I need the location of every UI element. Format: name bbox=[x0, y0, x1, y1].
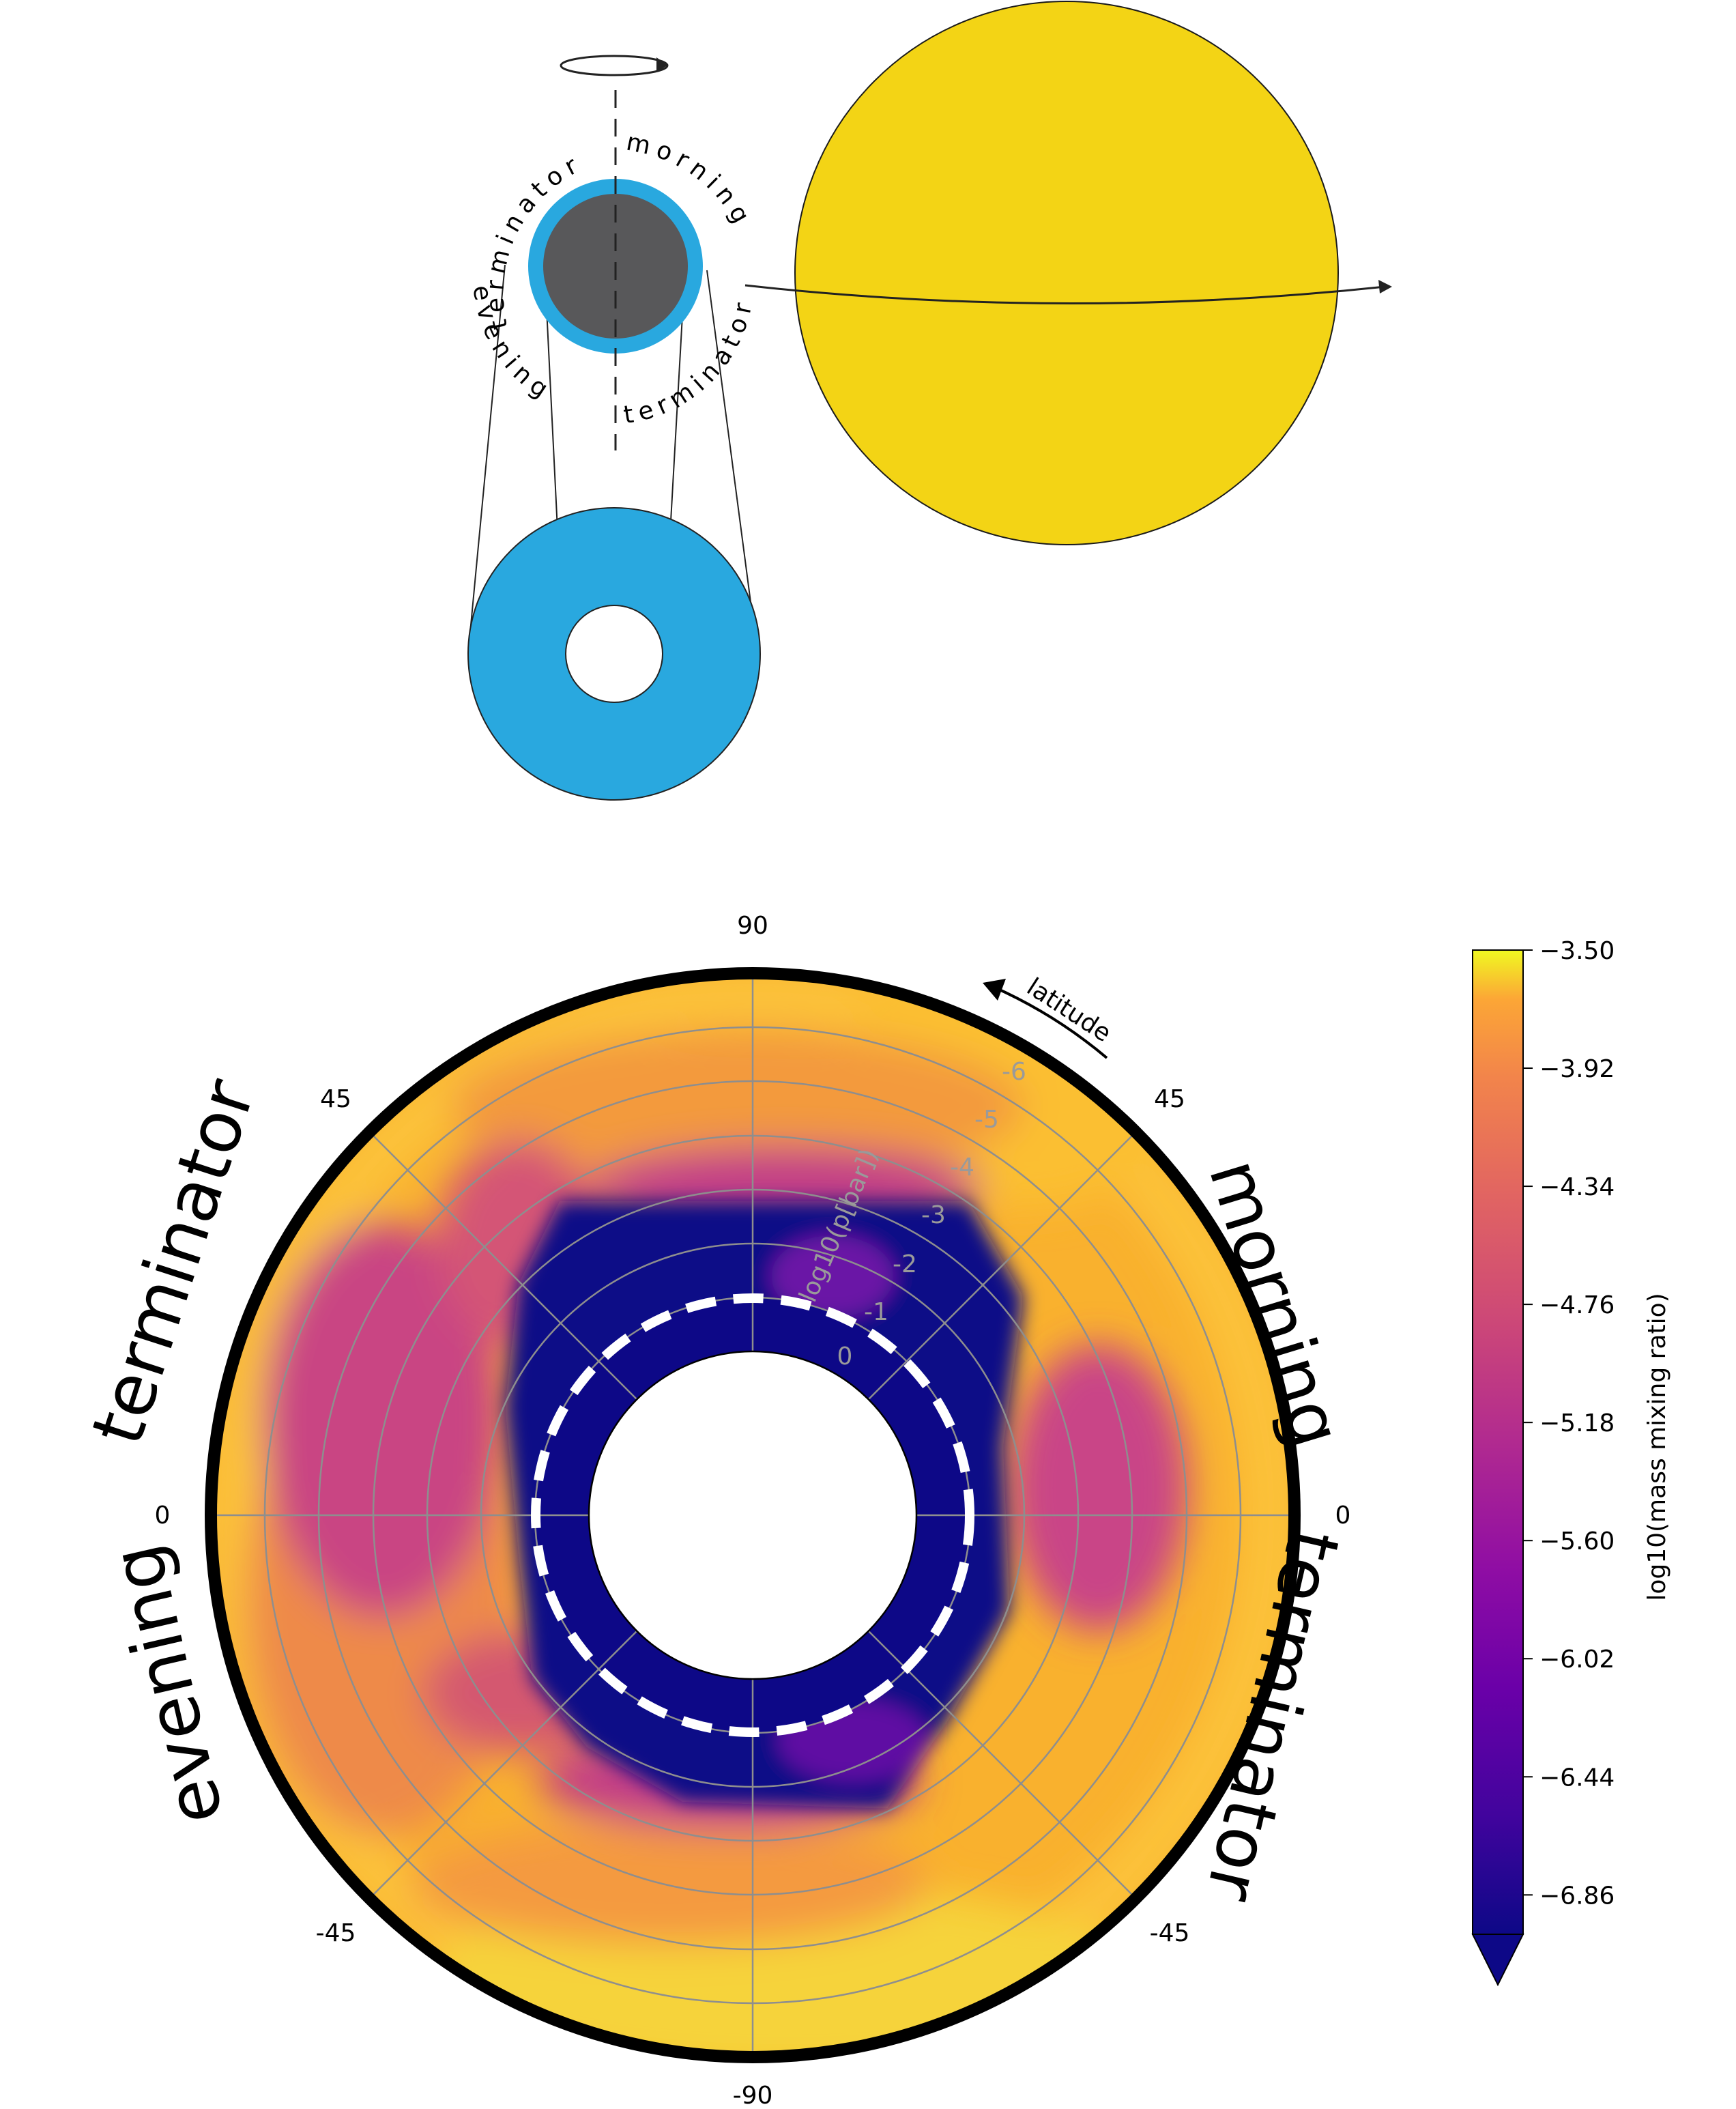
colorbar-extend-arrow bbox=[1471, 1934, 1524, 1987]
latitude-arrow bbox=[993, 986, 1108, 1059]
colorbar-ticks: −3.50 −3.92 −4.34 −4.76 −5.18 −5.60 −6.02 −6.44… bbox=[1523, 937, 1615, 1910]
colorbar-tick-label: −4.76 bbox=[1539, 1291, 1615, 1319]
colorbar-tick-label: −3.92 bbox=[1539, 1055, 1615, 1083]
angular-tick-0-left: 0 bbox=[155, 1502, 171, 1530]
polar-map: 90 45 45 0 0 -45 -45 -90 0 -1 -2 -3 -4 -… bbox=[75, 912, 1359, 2109]
angular-tick-minus90: -90 bbox=[733, 2082, 773, 2109]
star bbox=[794, 1, 1339, 545]
colorbar-tick-label: −5.18 bbox=[1539, 1409, 1615, 1437]
angular-tick-minus45-right: -45 bbox=[1150, 1919, 1190, 1947]
radial-tick-minus4: -4 bbox=[950, 1153, 974, 1181]
dashed-reference-circle bbox=[531, 1293, 974, 1737]
orbit-path bbox=[744, 284, 1386, 305]
latitude-arrow-head bbox=[983, 979, 1006, 1001]
angular-tick-45-right: 45 bbox=[1154, 1085, 1185, 1113]
radial-tick-minus6: -6 bbox=[1002, 1058, 1026, 1086]
radial-tick-minus1: -1 bbox=[864, 1298, 888, 1326]
radial-tick-minus3: -3 bbox=[921, 1201, 946, 1229]
angular-tick-45-left: 45 bbox=[320, 1085, 351, 1113]
colorbar-tick-label: −6.44 bbox=[1539, 1764, 1615, 1792]
colorbar-label: log10(mass mixing ratio) bbox=[1643, 1293, 1671, 1601]
angular-gridlines bbox=[214, 976, 1292, 2054]
colorbar-tick-label: −3.50 bbox=[1539, 937, 1615, 965]
inner-hole bbox=[588, 1350, 918, 1680]
colorbar: −3.50 −3.92 −4.34 −4.76 −5.18 −5.60 −6.02 −6.44… bbox=[1471, 937, 1671, 1987]
rotation-ellipse bbox=[560, 55, 669, 76]
outer-rim bbox=[205, 967, 1301, 2063]
radial-tick-minus5: -5 bbox=[974, 1106, 999, 1134]
angular-tick-minus45-left: -45 bbox=[316, 1919, 356, 1947]
radial-tick-0: 0 bbox=[837, 1343, 853, 1371]
colorbar-tick-label: −4.34 bbox=[1539, 1173, 1615, 1201]
radial-tick-minus2: -2 bbox=[893, 1250, 917, 1278]
colorbar-tick-label: −6.02 bbox=[1539, 1646, 1615, 1674]
orbit-arrow-head bbox=[1378, 280, 1392, 293]
annulus-inner bbox=[565, 605, 663, 703]
latitude-label: latitude bbox=[1022, 973, 1116, 1048]
angular-tick-90: 90 bbox=[737, 912, 768, 940]
angular-tick-0-right: 0 bbox=[1335, 1502, 1351, 1530]
colorbar-tick-label: −6.86 bbox=[1539, 1882, 1615, 1910]
colorbar-gradient bbox=[1472, 949, 1524, 1935]
colorbar-tick-label: −5.60 bbox=[1539, 1527, 1615, 1555]
schematic: terminator morning evening terminator bbox=[467, 1, 1392, 801]
